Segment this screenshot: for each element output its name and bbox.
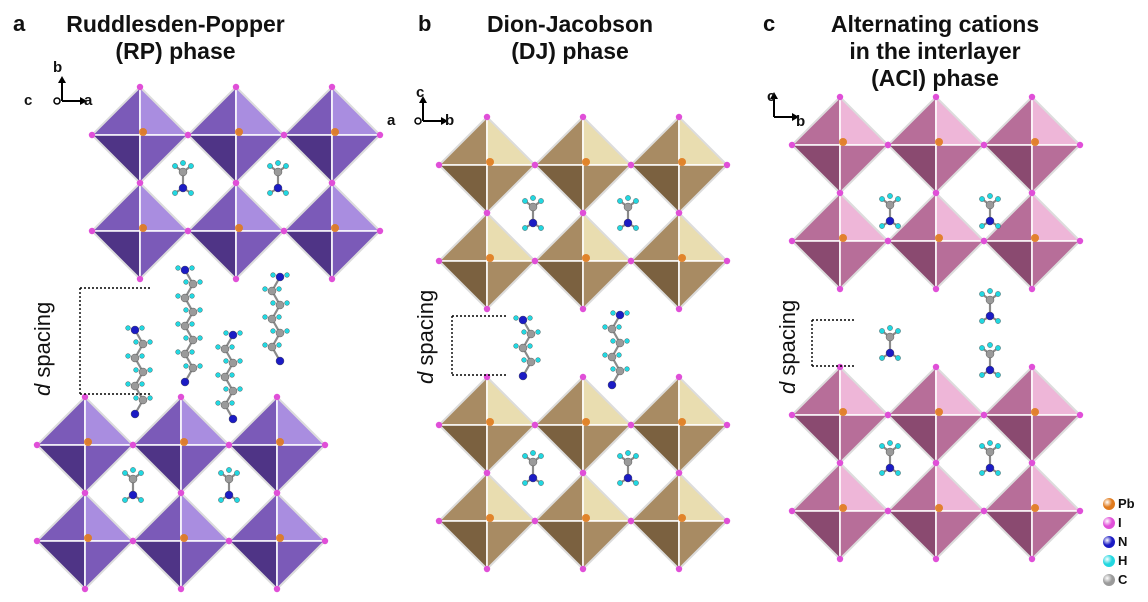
cyan-sphere-icon xyxy=(1103,554,1115,567)
panel-b-d-spacing-bracket xyxy=(451,315,508,376)
panel-c-axis-arrows xyxy=(770,92,799,121)
panel-c-molecule-1 xyxy=(879,193,901,229)
legend-label: C xyxy=(1118,572,1128,587)
legend-label: N xyxy=(1118,534,1128,549)
panel-b-axis-right: b xyxy=(445,112,455,129)
panel-a-letter: a xyxy=(13,11,26,36)
panel-c-d-spacing-label: d spacing xyxy=(775,299,800,394)
panel-b-chain-1 xyxy=(513,315,541,381)
orange-sphere-icon xyxy=(1103,497,1115,510)
legend-label: I xyxy=(1118,515,1122,530)
panel-c-axis-up: c xyxy=(767,88,776,105)
panel-a-title-line1: Ruddlesden-Popper xyxy=(66,11,285,37)
panel-c-molecule-3 xyxy=(879,440,901,476)
panel-b-chain-2 xyxy=(602,310,630,390)
panel-c-molecule-5 xyxy=(879,325,901,361)
panel-a-molecule-4 xyxy=(218,467,240,503)
panel-a-axis-left: c xyxy=(24,92,33,109)
panel-a-axis-right: a xyxy=(84,92,93,109)
panel-c-molecule-4 xyxy=(979,440,1001,476)
panel-b-letter: b xyxy=(418,11,432,36)
element-legend: Pb I N H C xyxy=(1103,494,1148,589)
legend-item-h: H xyxy=(1103,551,1148,570)
panel-a-axis-arrows xyxy=(53,76,87,105)
gray-sphere-icon xyxy=(1103,573,1115,586)
panel-b-title: Dion-Jacobson (DJ) phase xyxy=(450,11,690,65)
panel-a-molecule-3 xyxy=(122,467,144,503)
magenta-sphere-icon xyxy=(1103,516,1115,529)
panel-a-octahedra-bottom xyxy=(33,393,329,593)
panel-c-molecule-6 xyxy=(979,288,1001,324)
panel-c-title-line1: Alternating cations xyxy=(830,11,1040,37)
panel-a-d-spacing-bracket xyxy=(79,287,150,395)
panel-c-d-spacing-bracket xyxy=(811,319,855,367)
blue-sphere-icon xyxy=(1103,535,1115,548)
panel-b-octahedra-top xyxy=(435,113,731,313)
panel-b-octahedra-bottom xyxy=(435,373,731,573)
panel-a-chain-4 xyxy=(215,330,243,424)
legend-item-n: N xyxy=(1103,532,1148,551)
panel-a-molecule-2 xyxy=(267,160,289,196)
legend-label: Pb xyxy=(1118,496,1135,511)
panel-a-d-spacing-label: d spacing xyxy=(30,301,55,396)
panel-a-molecule-1 xyxy=(172,160,194,196)
panel-c-octahedra-bottom xyxy=(788,363,1084,563)
panel-b-axis-up: c xyxy=(416,84,425,101)
panel-a-chain-3 xyxy=(125,325,153,419)
panel-b-molecule-4 xyxy=(617,450,639,486)
panel-b-axis-arrows xyxy=(414,96,448,125)
panel-a-title: Ruddlesden-Popper (RP) phase xyxy=(48,11,303,65)
panel-c-title: Alternating cations in the interlayer (A… xyxy=(795,11,1075,92)
panel-c-letter: c xyxy=(763,11,776,36)
panel-c-title-line2: in the interlayer xyxy=(849,38,1021,64)
panel-c-molecule-2 xyxy=(979,193,1001,229)
legend-item-pb: Pb xyxy=(1103,494,1148,513)
legend-item-c: C xyxy=(1103,570,1148,589)
panel-b-d-spacing-label: d spacing xyxy=(413,289,438,384)
panel-c-octahedra-top xyxy=(788,93,1084,293)
panel-a-octahedra-top xyxy=(88,83,384,283)
panel-a-chain-1 xyxy=(175,265,203,387)
panel-c-title-line3: (ACI) phase xyxy=(871,65,999,91)
panel-b-molecule-2 xyxy=(617,195,639,231)
panel-b-axis-left: a xyxy=(387,112,396,129)
panel-b-molecule-1 xyxy=(522,195,544,231)
panel-c-molecule-7 xyxy=(979,342,1001,378)
panel-b-title-line1: Dion-Jacobson xyxy=(486,11,654,37)
legend-label: H xyxy=(1118,553,1128,568)
panel-b-molecule-3 xyxy=(522,450,544,486)
panel-a-chain-2 xyxy=(262,272,290,366)
legend-item-i: I xyxy=(1103,513,1148,532)
panel-b-title-line2: (DJ) phase xyxy=(511,38,629,64)
panel-a-title-line2: (RP) phase xyxy=(115,38,236,64)
panel-a-axis-up: b xyxy=(53,59,63,76)
panel-c-axis-right: b xyxy=(796,113,806,130)
